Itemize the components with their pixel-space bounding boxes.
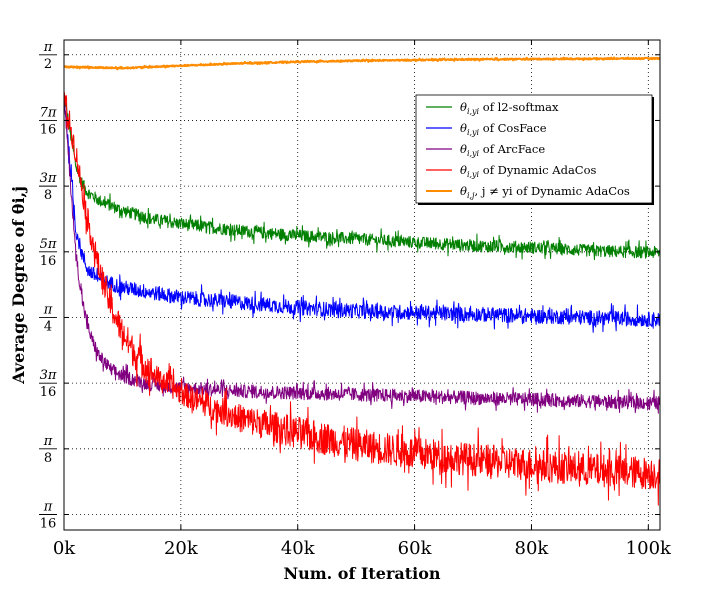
series-line-4 xyxy=(63,56,661,71)
y-tick-denominator: 16 xyxy=(40,122,57,137)
plot-frame xyxy=(63,39,661,531)
legend-subscript: i,yi xyxy=(467,107,480,116)
legend-text: of CosFace xyxy=(479,121,547,135)
y-tick-label: π4 xyxy=(39,302,57,334)
x-axis: 0k 20k 40k 60k 80k 100k xyxy=(53,40,672,559)
x-tick-label: 100k xyxy=(626,538,672,559)
legend-entry: θi,j, j ≠ yi of Dynamic AdaCos xyxy=(426,184,630,200)
y-tick-denominator: 16 xyxy=(40,516,57,531)
series-line-3 xyxy=(63,90,661,506)
y-tick-denominator: 4 xyxy=(44,319,52,334)
legend-text: of l2-softmax xyxy=(479,100,559,114)
x-tick-label: 60k xyxy=(398,538,433,559)
series-group xyxy=(63,56,661,506)
y-tick-numerator: π xyxy=(43,302,53,317)
series-line-1 xyxy=(63,93,661,333)
y-tick-numerator: π xyxy=(43,40,53,55)
legend-symbol: θ xyxy=(460,142,467,156)
y-tick-numerator: π xyxy=(43,434,53,449)
legend-label: θi,yi of l2-softmax xyxy=(460,100,559,116)
legend-subscript: i,yi xyxy=(467,128,480,137)
y-tick-denominator: 2 xyxy=(44,57,52,72)
y-tick-label: 3π8 xyxy=(39,171,57,203)
y-axis-title: Average Degree of θi,j xyxy=(9,186,28,385)
y-tick-label: π8 xyxy=(39,434,57,466)
y-tick-numerator: 7π xyxy=(40,105,57,120)
y-tick-denominator: 8 xyxy=(44,188,52,203)
y-tick-numerator: 5π xyxy=(40,237,57,252)
legend-text: of ArcFace xyxy=(479,142,545,156)
legend-entry: θi,yi of ArcFace xyxy=(426,142,545,158)
x-tick-label: 0k xyxy=(53,538,76,559)
y-tick-numerator: π xyxy=(43,499,53,514)
legend-label: θi,yi of CosFace xyxy=(460,121,547,137)
legend-text: , j ≠ yi of Dynamic AdaCos xyxy=(475,184,630,198)
x-tick-label: 80k xyxy=(515,538,550,559)
legend-label: θi,yi of ArcFace xyxy=(460,142,545,158)
y-tick-label: π2 xyxy=(39,40,57,72)
series-line-0 xyxy=(63,93,661,261)
y-tick-numerator: 3π xyxy=(40,368,57,383)
y-tick-denominator: 8 xyxy=(44,451,52,466)
legend-box xyxy=(415,94,653,204)
legend-label: θi,j, j ≠ yi of Dynamic AdaCos xyxy=(460,184,630,200)
legend-subscript: i,yi xyxy=(467,170,480,179)
x-tick-label: 40k xyxy=(281,538,316,559)
legend-entry: θi,yi of Dynamic AdaCos xyxy=(426,163,597,179)
y-axis-title-text: Average Degree of θi,j xyxy=(9,186,28,385)
legend-symbol: θ xyxy=(460,100,467,114)
legend-subscript: i,j xyxy=(467,191,475,200)
y-tick-denominator: 16 xyxy=(40,254,57,269)
y-tick-denominator: 16 xyxy=(40,385,57,400)
legend-text: of Dynamic AdaCos xyxy=(479,163,596,177)
legend-label: θi,yi of Dynamic AdaCos xyxy=(460,163,597,179)
y-tick-numerator: 3π xyxy=(40,171,57,186)
x-axis-title: Num. of Iteration xyxy=(283,564,440,583)
legend-entry: θi,yi of l2-softmax xyxy=(426,100,559,116)
x-tick-label: 20k xyxy=(164,538,199,559)
legend-symbol: θ xyxy=(460,163,467,177)
legend-symbol: θ xyxy=(460,184,467,198)
legend-entry: θi,yi of CosFace xyxy=(426,121,547,137)
legend-symbol: θ xyxy=(460,121,467,135)
legend-subscript: i,yi xyxy=(467,149,480,158)
series-line-2 xyxy=(63,94,661,414)
y-tick-label: π 16 xyxy=(39,499,57,531)
